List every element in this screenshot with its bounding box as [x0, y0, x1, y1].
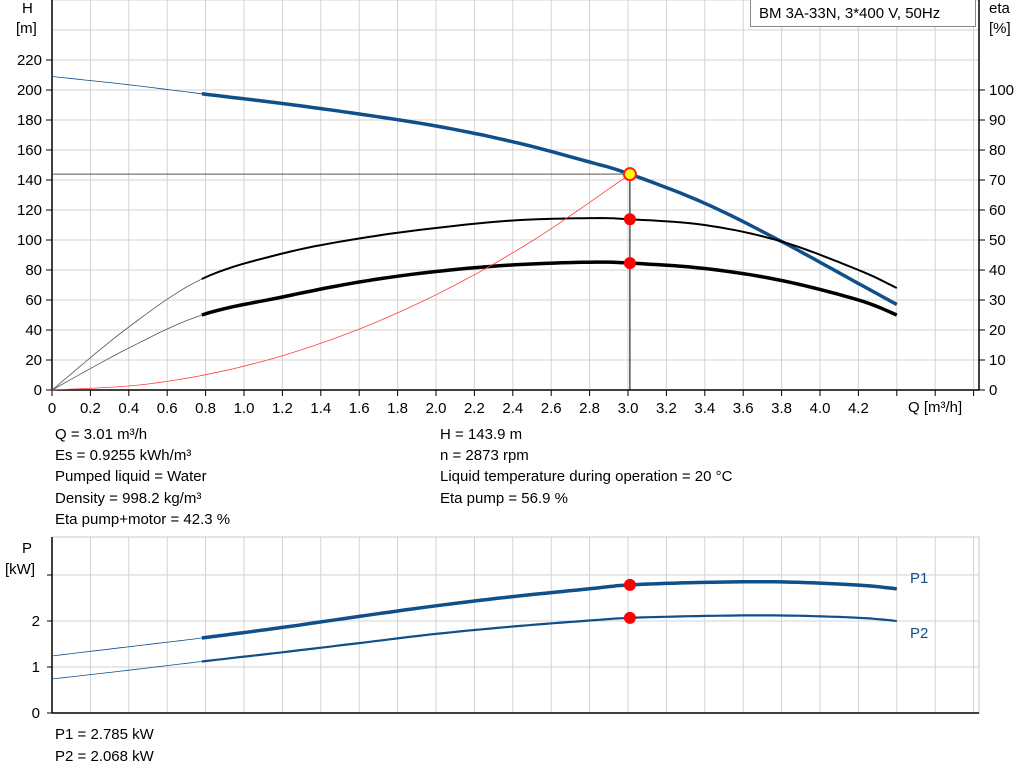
q-tick-label: 4.0	[810, 400, 831, 417]
p1-curve	[201, 579, 897, 640]
p1-legend: P1	[910, 570, 929, 587]
info-eta-pump-motor: Eta pump+motor = 42.3 %	[55, 511, 231, 528]
q-axis-label: Q [m³/h]	[908, 399, 963, 416]
q-tick-label: 3.8	[771, 400, 792, 417]
h-axis-unit: [m]	[16, 20, 37, 37]
h-tick-label: 80	[25, 262, 42, 279]
q-tick-label: 1.6	[349, 400, 370, 417]
eta-tick-label: 70	[989, 172, 1006, 189]
H-curve	[201, 92, 898, 307]
info-eta-pump: Eta pump = 56.9 %	[440, 490, 568, 507]
q-tick-label: 2.2	[464, 400, 485, 417]
p-tick-label: 1	[32, 659, 40, 676]
eta-tick-label: 90	[989, 112, 1006, 129]
q-tick-label: 1.0	[234, 400, 255, 417]
q-tick-label: 0	[48, 400, 56, 417]
eta-axis-label: eta	[989, 0, 1010, 17]
h-tick-label: 100	[17, 232, 42, 249]
q-tick-label: 0.6	[157, 400, 178, 417]
eta-pump-motor-curve	[201, 260, 898, 317]
p2-legend: P2	[910, 625, 929, 642]
q-tick-label: 4.2	[848, 400, 869, 417]
q-tick-label: 3.6	[733, 400, 754, 417]
eta-tick-label: 100	[989, 82, 1014, 99]
eta-tick-label: 40	[989, 262, 1006, 279]
eta-tick-label: 50	[989, 232, 1006, 249]
p2-curve	[201, 614, 897, 663]
q-tick-label: 2.4	[502, 400, 523, 417]
p1-curve-extrapolated	[51, 637, 202, 657]
p-plot-frame	[51, 536, 980, 714]
eta-tick-label: 10	[989, 352, 1006, 369]
p2-point	[623, 611, 636, 624]
eta-tick-label: 60	[989, 202, 1006, 219]
info-p2: P2 = 2.068 kW	[55, 748, 154, 765]
q-tick-label: 3.0	[618, 400, 639, 417]
h-tick-label: 140	[17, 172, 42, 189]
p-tick-label: 2	[32, 613, 40, 630]
q-tick-label: 0.4	[118, 400, 139, 417]
eta-tick-label: 0	[989, 382, 997, 399]
h-tick-label: 180	[17, 112, 42, 129]
system-curve	[51, 173, 631, 391]
eta-pump-curve	[201, 216, 898, 289]
p1-point	[623, 578, 636, 591]
q-tick-label: 0.8	[195, 400, 216, 417]
duty-point	[622, 167, 637, 182]
p-axis-label: P	[22, 540, 33, 557]
eta-pump-curve-extrapolated	[51, 278, 202, 391]
eta-pump-point	[623, 213, 636, 226]
q-tick-label: 2.0	[426, 400, 447, 417]
info-n: n = 2873 rpm	[440, 447, 529, 464]
eta-pump-motor-point	[623, 257, 636, 270]
h-tick-label: 40	[25, 322, 42, 339]
h-tick-label: 120	[17, 202, 42, 219]
q-tick-label: 1.2	[272, 400, 293, 417]
eta-axis-unit: [%]	[989, 20, 1011, 37]
p-axis-unit: [kW]	[5, 561, 35, 578]
q-tick-label: 3.4	[694, 400, 715, 417]
p2-curve-extrapolated	[51, 661, 202, 680]
eta-tick-label: 80	[989, 142, 1006, 159]
info-density: Density = 998.2 kg/m³	[55, 490, 202, 507]
info-q: Q = 3.01 m³/h	[55, 426, 148, 443]
h-tick-label: 160	[17, 142, 42, 159]
h-tick-label: 60	[25, 292, 42, 309]
info-h: H = 143.9 m	[440, 426, 523, 443]
h-tick-label: 20	[25, 352, 42, 369]
H-curve-extrapolated	[51, 76, 202, 95]
info-p1: P1 = 2.785 kW	[55, 726, 154, 743]
q-tick-label: 2.6	[541, 400, 562, 417]
info-liquid: Pumped liquid = Water	[55, 468, 207, 485]
q-tick-label: 0.2	[80, 400, 101, 417]
eta-tick-label: 20	[989, 322, 1006, 339]
info-es: Es = 0.9255 kWh/m³	[55, 447, 192, 464]
eta-tick-label: 30	[989, 292, 1006, 309]
info-temperature: Liquid temperature during operation = 20…	[440, 468, 733, 485]
q-tick-label: 1.8	[387, 400, 408, 417]
q-tick-label: 3.2	[656, 400, 677, 417]
h-tick-label: 200	[17, 82, 42, 99]
h-axis-label: H	[22, 0, 33, 17]
q-tick-label: 2.8	[579, 400, 600, 417]
eta-pump-motor-curve-extrapolated	[51, 314, 202, 391]
pump-title: BM 3A-33N, 3*400 V, 50Hz	[750, 0, 976, 27]
q-tick-label: 1.4	[310, 400, 331, 417]
p-tick-label: 0	[32, 705, 40, 722]
h-tick-label: 220	[17, 52, 42, 69]
h-tick-label: 0	[34, 382, 42, 399]
